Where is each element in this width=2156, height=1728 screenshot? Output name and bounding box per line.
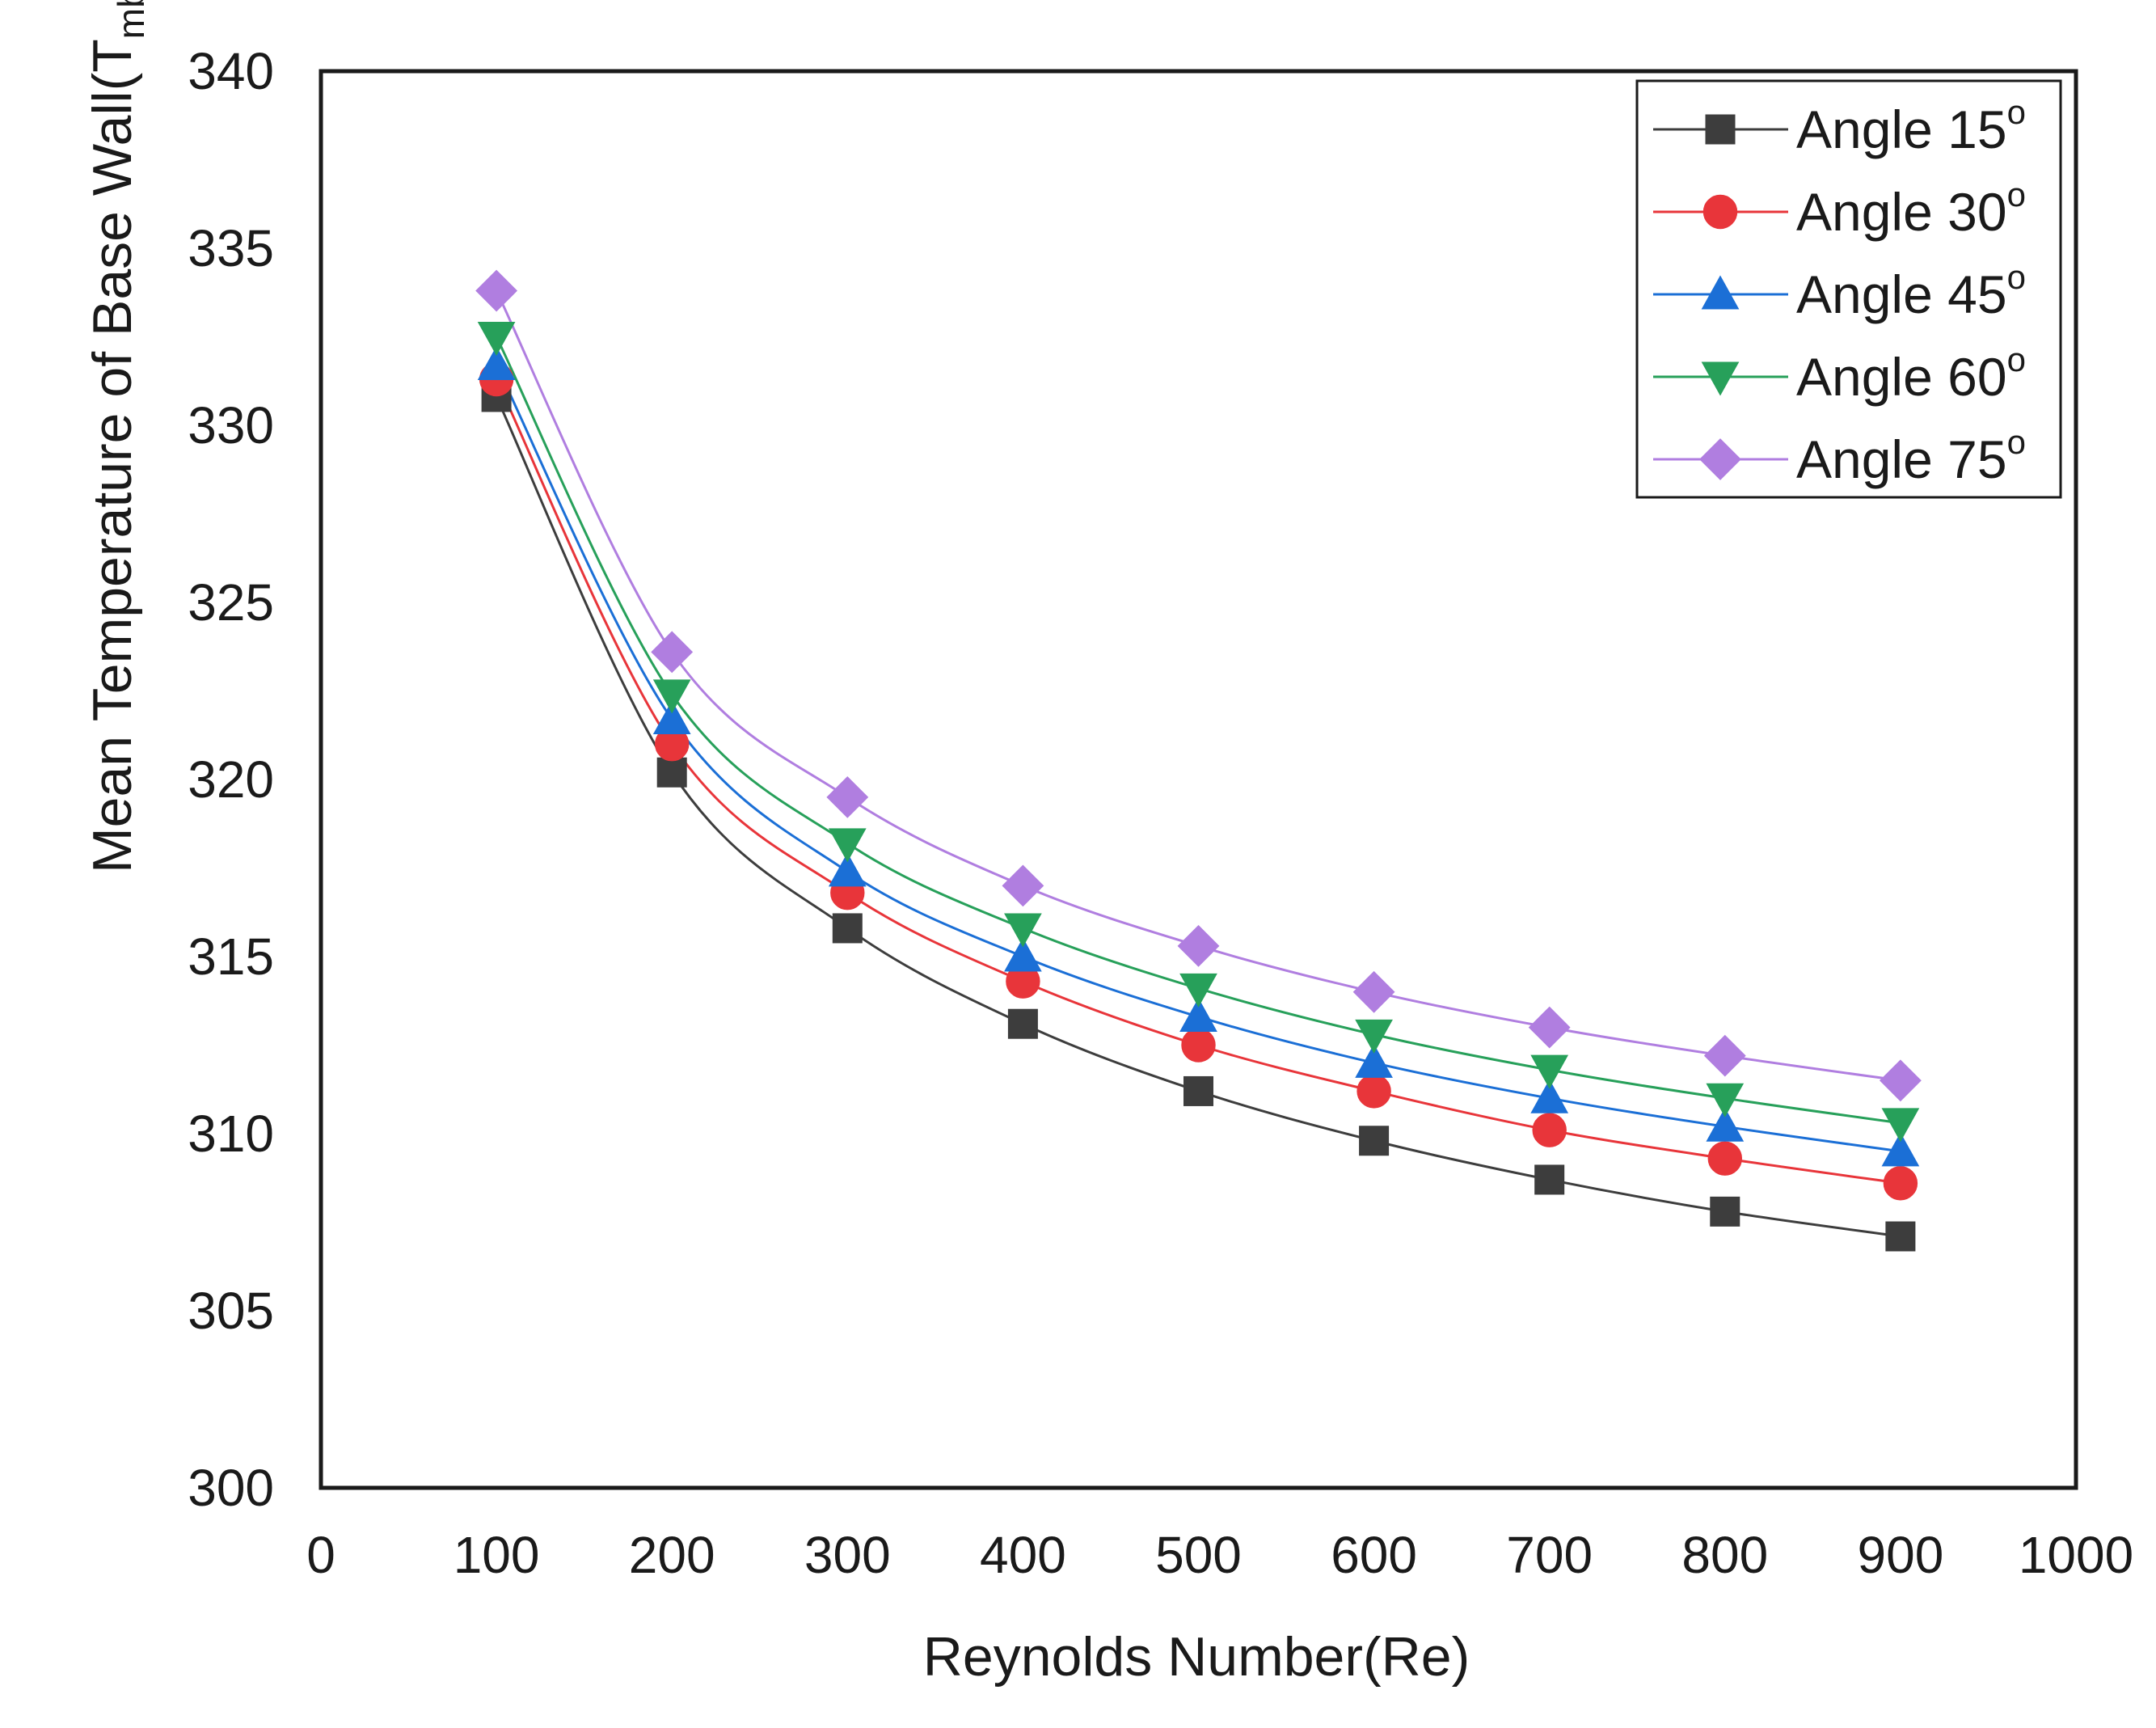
series-4-points bbox=[477, 322, 1920, 1143]
data-point bbox=[1710, 1196, 1740, 1227]
data-point bbox=[477, 346, 516, 381]
x-tick-label: 400 bbox=[980, 1526, 1066, 1584]
y-tick-label: 335 bbox=[188, 219, 274, 277]
data-point bbox=[1534, 1164, 1565, 1195]
data-point bbox=[826, 775, 869, 818]
series-line-1 bbox=[495, 396, 1901, 1238]
series-5-points bbox=[475, 269, 1922, 1102]
data-point bbox=[652, 679, 691, 714]
legend-entries: Angle 15o Angle 30o Angle 45o Angle 60o Angl… bbox=[1653, 93, 2026, 489]
x-axis: 0 100 200 300 400 500 600 700 800 900 1000 bbox=[306, 1526, 2133, 1584]
legend-box bbox=[1635, 79, 2062, 499]
data-point bbox=[477, 322, 516, 357]
y-axis-label-main: Mean Temperature of Base Wall(T bbox=[82, 39, 143, 873]
data-point bbox=[1703, 1034, 1746, 1077]
data-point bbox=[1356, 1074, 1391, 1109]
legend-label: Angle 45o bbox=[1796, 258, 2026, 324]
legend-marker bbox=[1702, 194, 1738, 230]
legend-marker bbox=[1701, 275, 1740, 310]
legend-marker bbox=[1705, 114, 1736, 145]
data-point bbox=[1007, 1008, 1038, 1039]
series-line-2 bbox=[495, 378, 1901, 1185]
legend-entry-3: Angle 45o bbox=[1653, 258, 2026, 324]
data-point bbox=[1881, 1108, 1920, 1143]
plot-frame bbox=[319, 69, 2078, 1490]
y-tick-label: 315 bbox=[188, 927, 274, 986]
data-point bbox=[1179, 973, 1217, 1008]
data-point bbox=[1002, 864, 1044, 907]
x-tick-label: 200 bbox=[629, 1526, 715, 1584]
x-tick-label: 500 bbox=[1155, 1526, 1242, 1584]
legend-label: Angle 15o bbox=[1796, 93, 2026, 159]
data-point bbox=[1706, 1083, 1745, 1117]
data-point bbox=[1183, 1075, 1213, 1106]
data-point bbox=[828, 828, 867, 863]
y-tick-label: 310 bbox=[188, 1105, 274, 1163]
data-point bbox=[828, 852, 867, 887]
y-tick-label: 340 bbox=[188, 42, 274, 100]
y-tick-label: 300 bbox=[188, 1459, 274, 1517]
series-1-points bbox=[481, 382, 1916, 1252]
y-tick-label: 330 bbox=[188, 396, 274, 454]
x-tick-label: 100 bbox=[454, 1526, 540, 1584]
data-point bbox=[475, 269, 518, 312]
legend-entry-1: Angle 15o bbox=[1653, 93, 2026, 159]
data-point bbox=[1530, 1079, 1569, 1113]
data-point bbox=[1355, 1019, 1393, 1054]
data-point bbox=[1885, 1221, 1916, 1252]
data-point bbox=[1181, 1028, 1216, 1063]
x-tick-label: 900 bbox=[1858, 1526, 1944, 1584]
series-markers bbox=[475, 269, 1922, 1252]
x-tick-label: 1000 bbox=[2019, 1526, 2133, 1584]
data-point bbox=[651, 631, 694, 674]
data-point bbox=[1004, 913, 1042, 948]
legend-entry-5: Angle 75o bbox=[1653, 423, 2026, 489]
data-point bbox=[1883, 1166, 1918, 1201]
data-point bbox=[1004, 937, 1042, 972]
x-tick-label: 700 bbox=[1506, 1526, 1593, 1584]
data-point bbox=[652, 700, 691, 735]
data-point bbox=[1177, 924, 1220, 967]
data-point bbox=[1352, 970, 1395, 1013]
legend-marker bbox=[1699, 438, 1741, 480]
data-point bbox=[1355, 1043, 1393, 1078]
legend-entry-4: Angle 60o bbox=[1653, 340, 2026, 407]
plot-area bbox=[319, 69, 2078, 1490]
x-tick-label: 600 bbox=[1331, 1526, 1417, 1584]
y-axis-label: Mean Temperature of Base Wall(Tmb) bbox=[82, 0, 152, 873]
data-point bbox=[1879, 1059, 1922, 1102]
legend: Angle 15o Angle 30o Angle 45o Angle 60o Angl… bbox=[1635, 79, 2062, 499]
data-point bbox=[1528, 1006, 1571, 1049]
x-tick-label: 800 bbox=[1681, 1526, 1768, 1584]
data-point bbox=[1706, 1107, 1745, 1142]
x-tick-label: 0 bbox=[306, 1526, 335, 1584]
legend-label: Angle 75o bbox=[1796, 423, 2026, 489]
legend-label: Angle 60o bbox=[1796, 340, 2026, 407]
data-point bbox=[832, 913, 863, 944]
y-axis-label-sub: mb bbox=[110, 0, 152, 39]
y-tick-label: 320 bbox=[188, 750, 274, 809]
x-axis-label: Reynolds Number(Re) bbox=[923, 1626, 1470, 1688]
data-point bbox=[1179, 997, 1217, 1032]
data-point bbox=[656, 757, 687, 788]
series-3-points bbox=[477, 346, 1920, 1167]
y-axis: 300 305 310 315 320 325 330 335 340 bbox=[188, 42, 274, 1517]
data-point bbox=[1359, 1126, 1390, 1156]
data-point bbox=[1530, 1054, 1569, 1089]
data-point bbox=[1532, 1113, 1567, 1147]
legend-label: Angle 30o bbox=[1796, 175, 2026, 242]
x-tick-label: 300 bbox=[804, 1526, 891, 1584]
y-tick-label: 305 bbox=[188, 1282, 274, 1340]
legend-entry-2: Angle 30o bbox=[1653, 175, 2026, 242]
legend-marker bbox=[1701, 361, 1740, 396]
y-tick-label: 325 bbox=[188, 573, 274, 632]
data-point bbox=[1707, 1141, 1743, 1176]
data-point bbox=[1881, 1132, 1920, 1167]
